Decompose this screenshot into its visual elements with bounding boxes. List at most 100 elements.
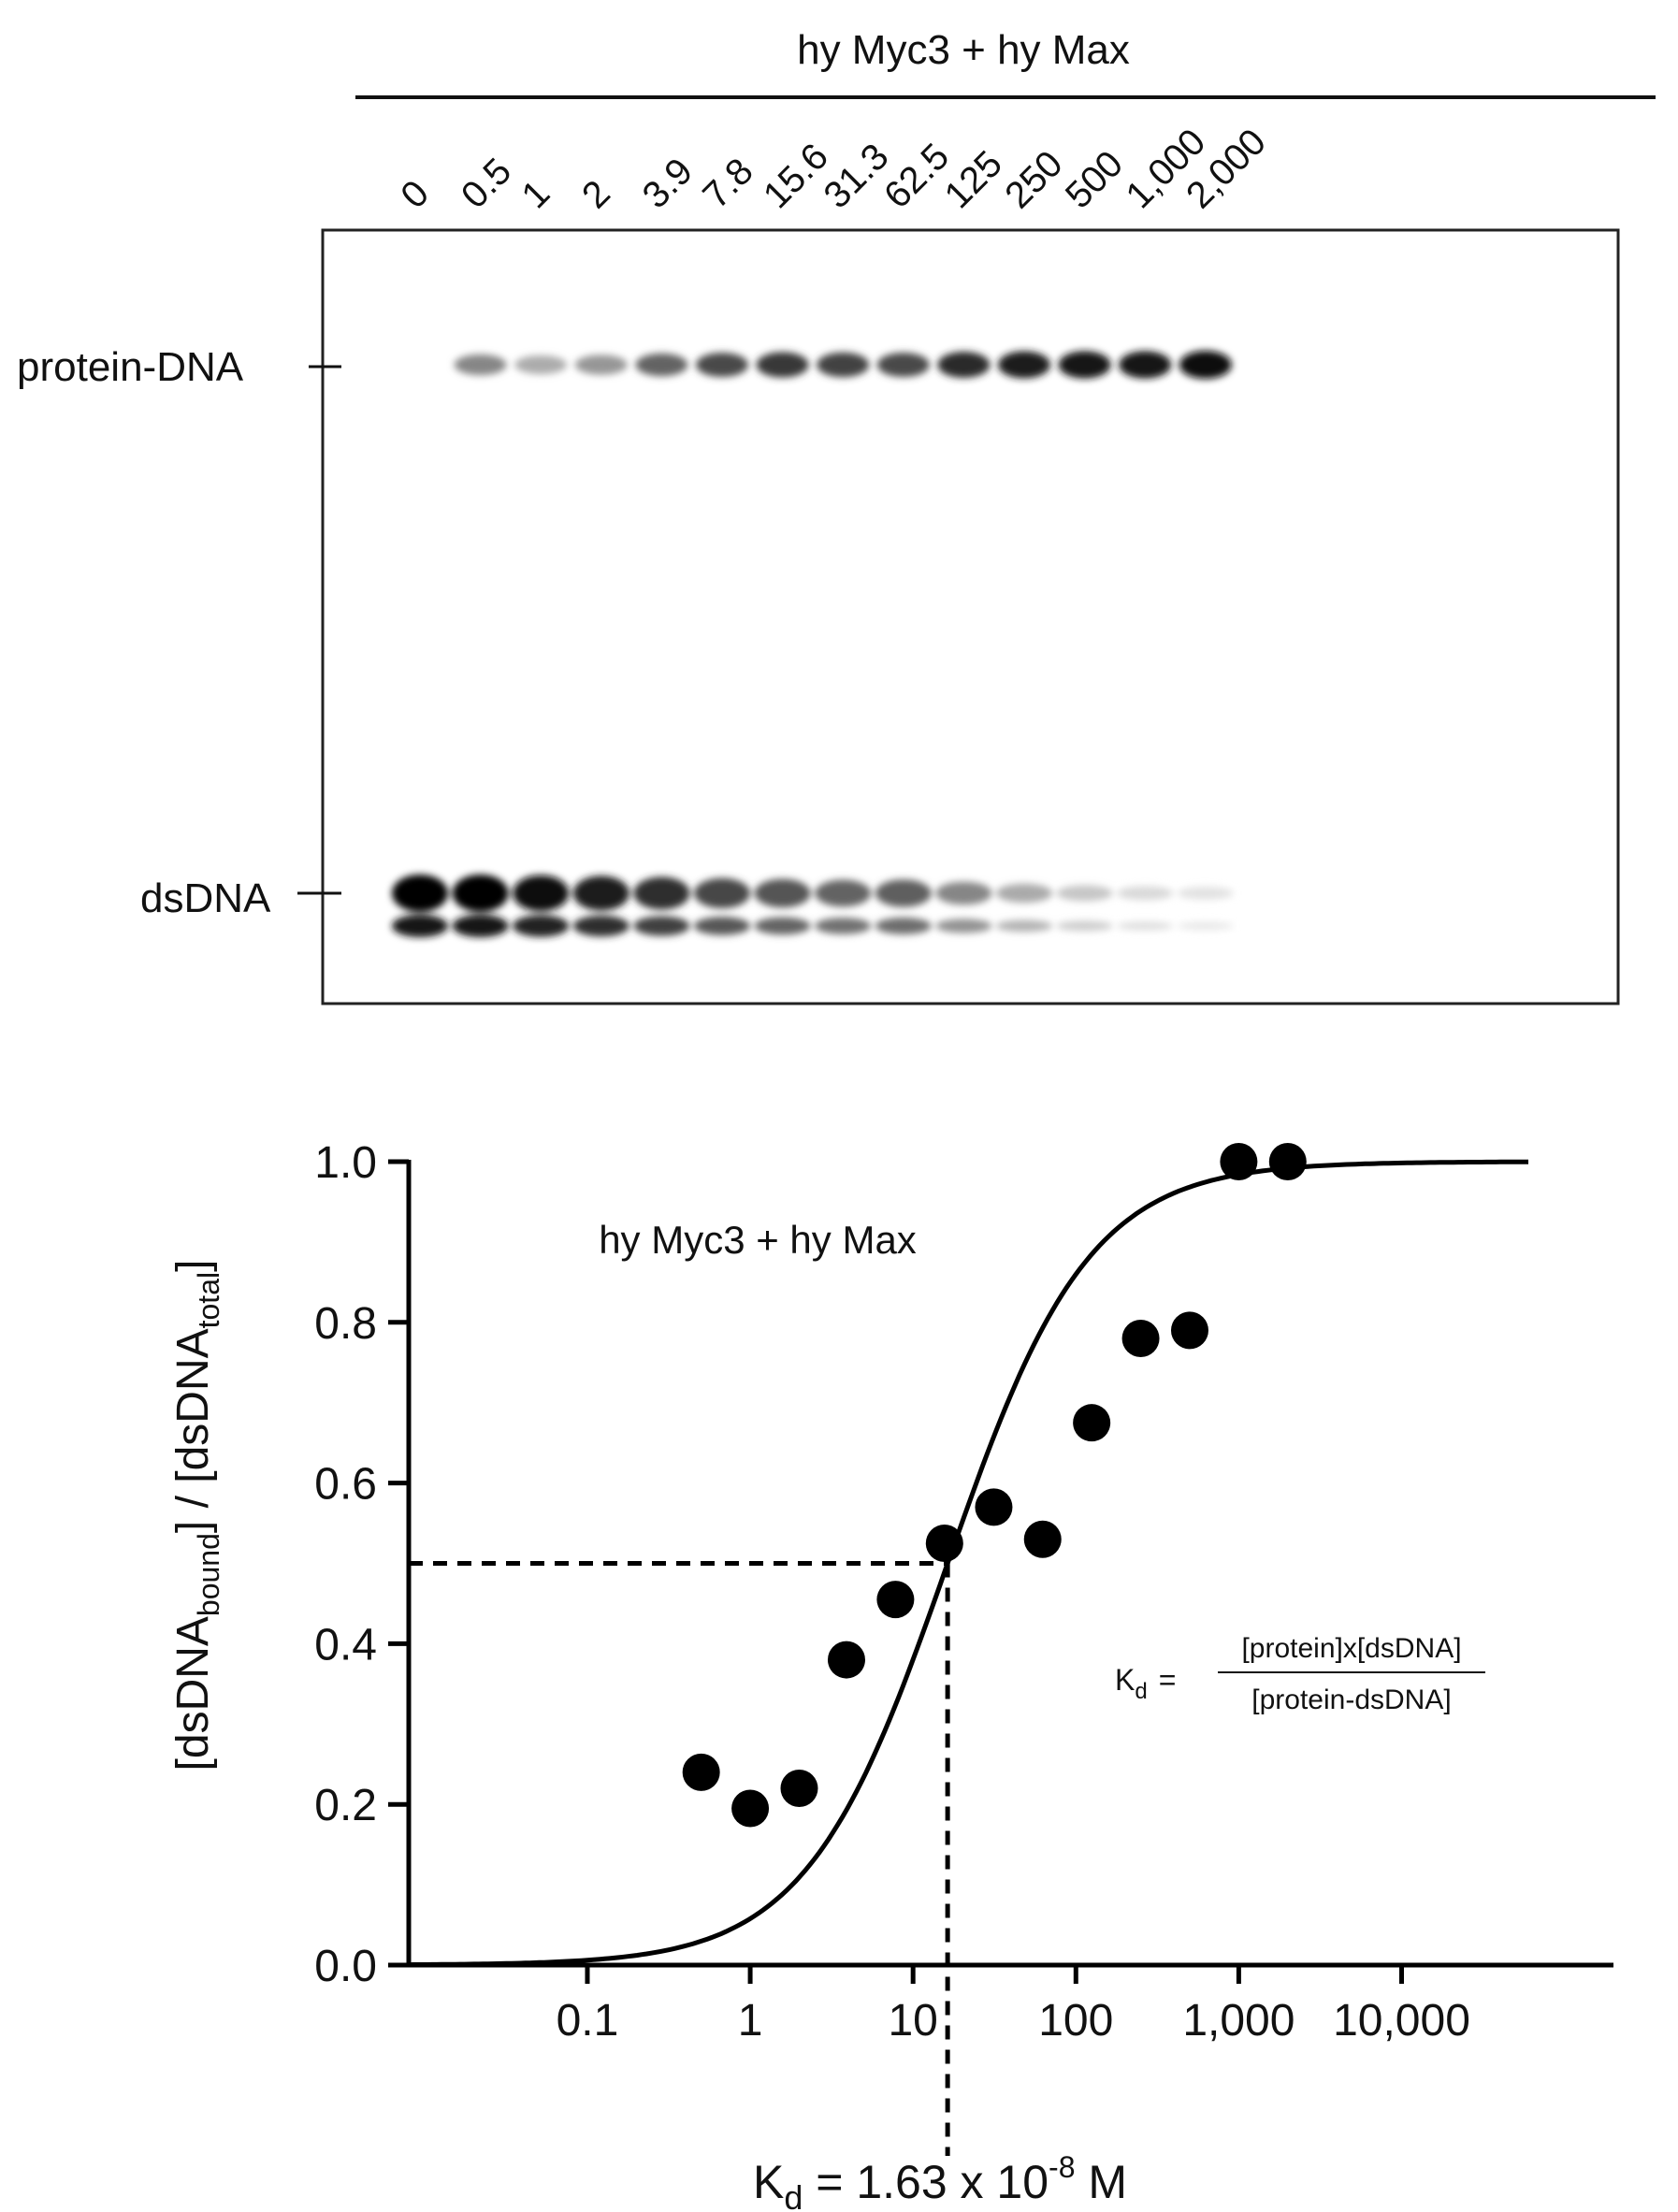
complex-band — [1179, 351, 1232, 379]
lane-label: 0 — [393, 173, 437, 217]
kd-k: K — [753, 2156, 784, 2208]
free-band-lower — [815, 918, 872, 934]
complex-band — [998, 351, 1050, 379]
complex-band — [454, 354, 507, 376]
data-point — [876, 1581, 915, 1619]
data-point — [1121, 1319, 1160, 1357]
free-band-lower — [1056, 920, 1113, 932]
lane-label: 15.6 — [756, 136, 836, 216]
x-tick-label: 100 — [1038, 1996, 1113, 2046]
y-label-sub-total: total — [192, 1272, 225, 1328]
chart-title: hy Myc3 + hy Max — [599, 1218, 917, 1262]
free-band-lower — [452, 915, 509, 937]
x-tick-label: 1,000 — [1182, 1996, 1295, 2046]
free-band-lower — [754, 917, 811, 935]
complex-bands — [454, 351, 1232, 379]
data-point — [1268, 1143, 1307, 1180]
free-band-upper — [694, 877, 750, 909]
data-point — [925, 1525, 963, 1563]
y-axis: 0.0 0.2 0.4 0.6 0.8 1.0 — [314, 1138, 412, 1991]
lane-label: 31.3 — [816, 136, 896, 216]
free-band-lower — [935, 918, 992, 933]
lane-label: 1 — [514, 173, 557, 217]
data-point — [1023, 1520, 1062, 1558]
kd-exponent: -8 — [1049, 2150, 1075, 2184]
free-band-upper — [572, 875, 629, 911]
equation-k-sub: d — [1135, 1679, 1147, 1704]
fit-curve — [408, 1159, 1528, 1968]
complex-band — [756, 352, 809, 378]
data-point — [975, 1488, 1013, 1526]
x-tick-label: 1 — [738, 1996, 763, 2046]
free-band-lower — [392, 915, 448, 937]
lane-label: 62.5 — [876, 136, 957, 216]
equation-equals: = — [1159, 1663, 1177, 1697]
data-point — [682, 1753, 720, 1791]
gel-title: hy Myc3 + hy Max — [797, 27, 1130, 73]
kd-unit: M — [1076, 2156, 1128, 2208]
free-band-upper — [935, 881, 992, 905]
free-band-lower — [996, 919, 1052, 933]
y-tick-label: 0.0 — [314, 1942, 377, 1991]
kd-equation: Kd = [protein]x[dsDNA] [protein-dsDNA] — [1115, 1633, 1485, 1715]
equation-denominator: [protein-dsDNA] — [1251, 1684, 1451, 1715]
lane-label: 125 — [937, 143, 1010, 216]
data-point — [1220, 1143, 1258, 1180]
free-band-lower — [513, 915, 570, 937]
data-point — [780, 1770, 818, 1808]
data-points — [682, 1143, 1307, 1828]
band-label-dsdna: dsDNA — [140, 875, 271, 921]
complex-band — [574, 354, 628, 375]
y-tick-label: 1.0 — [314, 1138, 377, 1188]
equation-k: K — [1115, 1663, 1135, 1697]
free-band-upper — [875, 879, 932, 907]
lane-label: 2 — [574, 173, 618, 217]
kd-text: = 1.63 x 10 — [803, 2156, 1049, 2208]
y-label-part: [dsDNA — [168, 1616, 218, 1771]
x-axis: 0.1 1 10 100 1,000 10,000 — [409, 1962, 1613, 2046]
free-band-lower — [1117, 921, 1174, 931]
kd-k-sub: d — [784, 2178, 803, 2212]
complex-band — [514, 355, 568, 374]
free-band-lower — [633, 916, 690, 936]
free-band-upper — [996, 883, 1052, 904]
complex-band — [937, 352, 991, 378]
lane-labels: 0 0.51 2 3.97.815.631.362.51252505001,0002,… — [393, 121, 1274, 216]
y-label-part: ] — [168, 1260, 218, 1272]
kd-value-label: Kd = 1.63 x 10-8 M — [753, 2150, 1127, 2212]
free-band-lower — [1177, 921, 1234, 931]
equation-numerator: [protein]x[dsDNA] — [1241, 1633, 1461, 1664]
y-tick-label: 0.6 — [314, 1460, 377, 1510]
free-band-lower — [572, 915, 629, 937]
y-tick-label: 0.8 — [314, 1299, 377, 1349]
lane-label: 0.5 — [454, 151, 519, 216]
lane-label: 3.9 — [635, 151, 701, 216]
free-band-lower — [875, 918, 932, 934]
free-band-upper — [1177, 887, 1234, 900]
lane-label: 7.8 — [695, 151, 760, 216]
y-label-part: ] / [dsDNA — [168, 1328, 218, 1533]
data-point — [1073, 1404, 1111, 1442]
free-band-upper — [1056, 885, 1113, 902]
y-tick-label: 0.2 — [314, 1781, 377, 1830]
data-point — [731, 1789, 770, 1828]
complex-band — [1119, 351, 1172, 379]
gel-panel: hy Myc3 + hy Max 0 0.51 2 3.97.815.631.362.… — [17, 27, 1656, 1005]
x-tick-label: 10,000 — [1333, 1996, 1470, 2046]
data-point — [1170, 1311, 1208, 1350]
x-tick-label: 10 — [888, 1996, 937, 2046]
lane-label: 250 — [997, 143, 1070, 216]
complex-band — [1058, 351, 1111, 379]
complex-band — [696, 352, 748, 378]
y-tick-label: 0.4 — [314, 1620, 377, 1670]
y-axis-label: [dsDNAbound] / [dsDNAtotal] — [168, 1260, 225, 1771]
free-band-lower — [694, 917, 750, 935]
binding-chart: 0.00.20.40.60.81.0 0.1 1 10 100 1,000 10,000 … — [168, 1138, 1613, 2212]
free-band-upper — [815, 879, 872, 907]
free-band-upper — [633, 876, 690, 910]
free-bands — [392, 875, 1234, 937]
complex-band — [817, 352, 870, 378]
complex-band — [876, 352, 930, 378]
lane-label: 500 — [1058, 143, 1131, 216]
free-band-upper — [392, 875, 448, 912]
